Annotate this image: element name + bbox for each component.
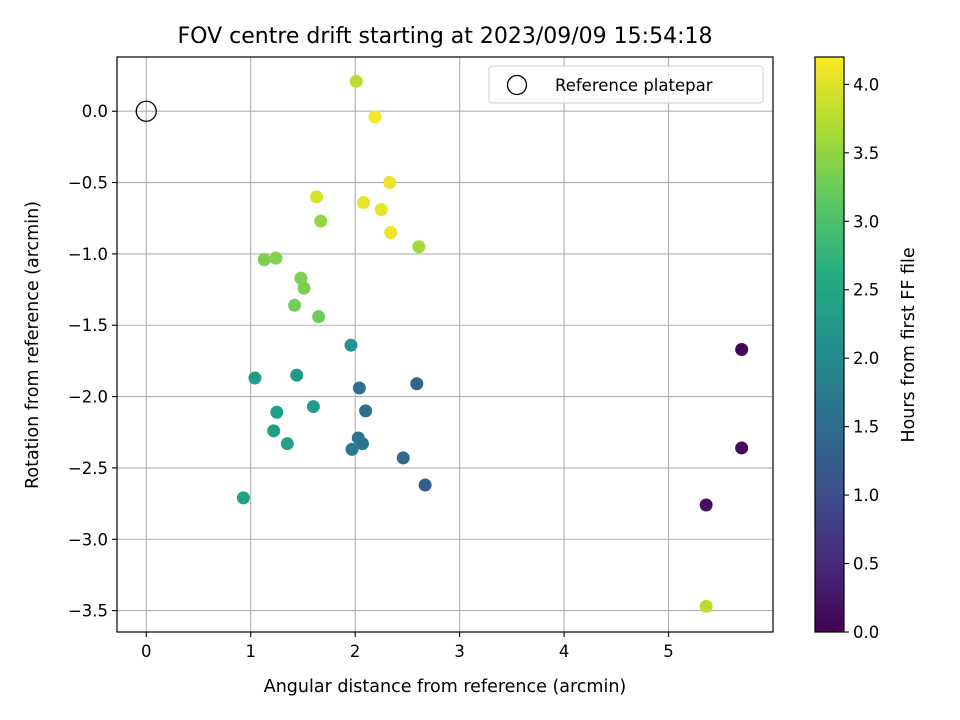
data-point — [269, 251, 283, 265]
colorbar-tick-label: 0.0 — [853, 623, 879, 642]
data-point — [297, 281, 311, 295]
data-point — [270, 405, 284, 419]
legend-label-reference: Reference platepar — [555, 76, 713, 95]
data-point — [349, 74, 363, 88]
y-tick-label: −1.0 — [68, 245, 108, 264]
y-axis-label: Rotation from reference (arcmin) — [23, 201, 43, 489]
reference-marker — [135, 100, 157, 122]
data-point — [280, 437, 294, 451]
x-tick-label: 0 — [141, 642, 152, 661]
data-point — [396, 451, 410, 465]
data-point — [267, 424, 281, 438]
legend: Reference platepar — [488, 65, 764, 104]
data-point — [288, 298, 302, 312]
data-point — [352, 381, 366, 395]
x-axis-label: Angular distance from reference (arcmin) — [264, 677, 627, 697]
plot-frame — [116, 56, 774, 633]
y-tick-label: −3.0 — [68, 530, 108, 549]
colorbar-ticks: 0.0 0.5 1.0 1.5 2.0 2.5 3.0 3.5 4.0 — [844, 75, 879, 642]
data-point — [735, 441, 749, 455]
y-tick-label: −0.5 — [68, 174, 108, 193]
y-tick-label: −2.5 — [68, 459, 108, 478]
data-point — [359, 404, 373, 418]
x-tick-label: 5 — [663, 642, 674, 661]
data-point — [699, 498, 713, 512]
data-point — [345, 442, 359, 456]
data-point — [248, 371, 262, 385]
data-point — [290, 368, 304, 382]
y-axis-ticks: 0.0 −0.5 −1.0 −1.5 −2.0 −2.5 −3.0 −3.5 — [68, 102, 117, 621]
data-point — [312, 310, 326, 324]
data-point — [257, 253, 271, 267]
data-point — [306, 400, 320, 414]
data-point — [410, 377, 424, 391]
colorbar-tick-label: 1.5 — [853, 418, 879, 437]
legend-marker-reference — [506, 74, 528, 96]
data-point — [412, 240, 426, 254]
colorbar-tick-label: 3.5 — [853, 144, 879, 163]
data-point — [357, 196, 371, 210]
colorbar-tick-label: 1.0 — [853, 486, 879, 505]
data-point — [314, 214, 328, 228]
y-tick-label: −3.5 — [68, 602, 108, 621]
colorbar: 0.0 0.5 1.0 1.5 2.0 2.5 3.0 3.5 4.0 Hours from f… — [814, 56, 919, 642]
data-point — [236, 491, 250, 505]
chart-title: FOV centre drift starting at 2023/09/09 … — [178, 24, 713, 49]
x-tick-label: 1 — [245, 642, 256, 661]
reference-layer — [135, 100, 157, 122]
x-axis-ticks: 0 1 2 3 4 5 — [141, 632, 674, 661]
y-tick-label: 0.0 — [82, 102, 108, 121]
data-point — [735, 342, 749, 356]
colorbar-label: Hours from first FF file — [899, 247, 919, 442]
colorbar-frame — [814, 56, 845, 633]
grid — [117, 57, 773, 632]
colorbar-tick-label: 4.0 — [853, 75, 879, 94]
data-point — [418, 478, 432, 492]
colorbar-tick-label: 2.5 — [853, 281, 879, 300]
data-points — [236, 74, 749, 613]
data-point — [374, 203, 388, 217]
colorbar-gradient — [815, 57, 844, 632]
data-point — [368, 110, 382, 124]
y-tick-label: −1.5 — [68, 316, 108, 335]
colorbar-tick-label: 2.0 — [853, 349, 879, 368]
data-point — [344, 338, 358, 352]
x-tick-label: 3 — [454, 642, 465, 661]
y-tick-label: −2.0 — [68, 388, 108, 407]
data-point — [383, 176, 397, 190]
data-point — [351, 431, 365, 445]
data-point — [699, 599, 713, 613]
data-point — [294, 271, 308, 285]
data-point — [384, 225, 398, 239]
data-point — [310, 190, 324, 204]
legend-box — [488, 65, 764, 104]
x-tick-label: 2 — [350, 642, 361, 661]
colorbar-tick-label: 0.5 — [853, 555, 879, 574]
colorbar-tick-label: 3.0 — [853, 212, 879, 231]
x-tick-label: 4 — [559, 642, 570, 661]
